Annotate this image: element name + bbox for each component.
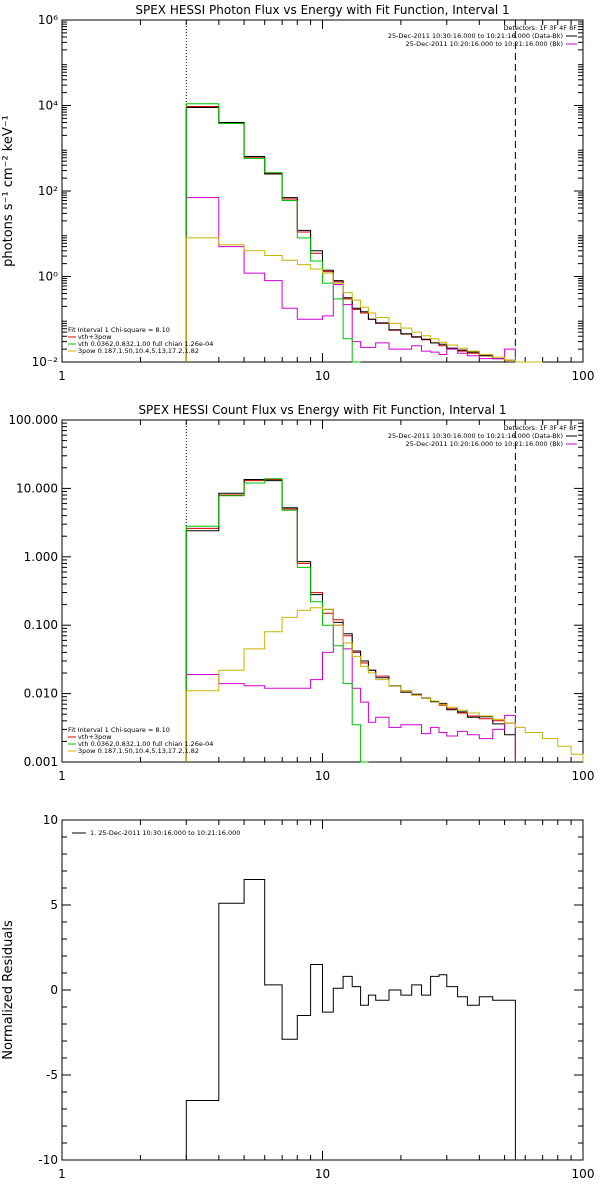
legend-entry: vth+3pow [78, 733, 112, 741]
series-line [185, 607, 584, 762]
y-tick-label: 0 [50, 983, 58, 997]
series-line [185, 479, 516, 762]
y-axis: 0.001 0.010 0.100 1.000 10.000 100.000 [8, 413, 583, 769]
legend-header: Fit Interval 1 Chi-square = 8.10 [68, 726, 170, 734]
series-line [185, 107, 516, 363]
legend-top: 1. 25-Dec-2011 10:30:16.000 to 10:21:16.… [72, 829, 240, 837]
x-tick-label: 100 [572, 769, 595, 783]
legend-entry: vth 0.0362,0.832,1.00 full chian 1.26e-0… [78, 740, 213, 748]
series-line [185, 624, 516, 762]
y-tick-label: 1.000 [24, 550, 58, 564]
y-axis-label: Normalized Residuals [1, 920, 16, 1060]
y-axis: -10 -5 0 5 10 [38, 813, 583, 1167]
y-tick-label: 10⁰ [38, 270, 58, 284]
legend-fit: Fit Interval 1 Chi-square = 8.10vth+3pow… [68, 326, 213, 355]
x-tick-label: 10 [315, 369, 330, 383]
y-tick-label: 10² [38, 184, 58, 198]
legend-entry: 1. 25-Dec-2011 10:30:16.000 to 10:21:16.… [90, 829, 240, 837]
x-tick-label: 100 [572, 369, 595, 383]
series-group [185, 879, 516, 1160]
legend-entry: 25-Dec-2011 10:20:16.000 to 10:21:16.000… [406, 440, 564, 448]
y-tick-label: 10.000 [16, 481, 58, 495]
plot-1: SPEX HESSI Photon Flux vs Energy with Fi… [1, 3, 594, 383]
series-line [185, 237, 543, 363]
y-axis-label: photons s⁻¹ cm⁻² keV⁻¹ [1, 115, 16, 267]
x-tick-label: 10 [315, 769, 330, 783]
x-tick-label: 100 [572, 1167, 595, 1181]
legend-entry: 25-Dec-2011 10:30:16.000 to 10:21:16.000… [388, 432, 563, 440]
legend-entry: 3pow 0.187,1.50,10.4,5.13,17.2,1.82 [78, 347, 199, 355]
x-axis: 1 10 100 [58, 820, 594, 1181]
series-line [185, 478, 369, 763]
plot-frame [61, 419, 584, 763]
series-line [185, 103, 361, 363]
legend-header: Detectors: 1F 3F 4F 8F [503, 424, 577, 432]
y-tick-label: 0.001 [24, 755, 58, 769]
plot-title: SPEX HESSI Photon Flux vs Energy with Fi… [135, 3, 509, 17]
plot-3: 1 10 100 -10 -5 0 5 10 Normalized Residuals 1. 25… [1, 813, 594, 1181]
series-group [185, 103, 543, 363]
x-tick-label: 1 [58, 369, 66, 383]
legend-header: Detectors: 1F 3F 4F 8F [503, 24, 577, 32]
y-axis: 10⁻² 10⁰ 10² 10⁴ 10⁶ [32, 13, 583, 369]
y-tick-label: 0.100 [24, 618, 58, 632]
y-tick-label: 0.010 [24, 687, 58, 701]
y-tick-label: 10⁴ [38, 99, 58, 113]
x-tick-label: 1 [58, 1167, 66, 1181]
y-tick-label: 10 [43, 813, 58, 827]
legend-entry: 25-Dec-2011 10:20:16.000 to 10:21:16.000… [406, 40, 564, 48]
series-group [185, 478, 584, 763]
y-tick-label: 100.000 [8, 413, 58, 427]
legend-header: Fit Interval 1 Chi-square = 8.10 [68, 326, 170, 334]
x-tick-label: 1 [58, 769, 66, 783]
series-line [185, 879, 516, 1160]
legend-entry: vth+3pow [78, 333, 112, 341]
y-tick-label: 10⁶ [38, 13, 58, 27]
legend-fit: Fit Interval 1 Chi-square = 8.10vth+3pow… [68, 726, 213, 755]
series-line [185, 479, 516, 762]
legend-entry: vth 0.0362,0.832,1.00 full chian 1.26e-0… [78, 340, 213, 348]
plot-frame [61, 19, 584, 363]
x-tick-label: 10 [315, 1167, 330, 1181]
legend-entry: 3pow 0.187,1.50,10.4,5.13,17.2,1.82 [78, 747, 199, 755]
y-tick-label: -10 [38, 1153, 58, 1167]
plot-title: SPEX HESSI Count Flux vs Energy with Fit… [138, 403, 506, 417]
y-tick-label: 10⁻² [32, 355, 59, 369]
x-axis: 1 10 100 [58, 420, 594, 783]
legend-entry: 25-Dec-2011 10:30:16.000 to 10:21:16.000… [388, 32, 563, 40]
y-tick-label: -5 [46, 1068, 58, 1082]
plot-2: SPEX HESSI Count Flux vs Energy with Fit… [8, 403, 594, 783]
y-tick-label: 5 [50, 898, 58, 912]
series-line [185, 197, 516, 362]
series-line [185, 106, 516, 362]
